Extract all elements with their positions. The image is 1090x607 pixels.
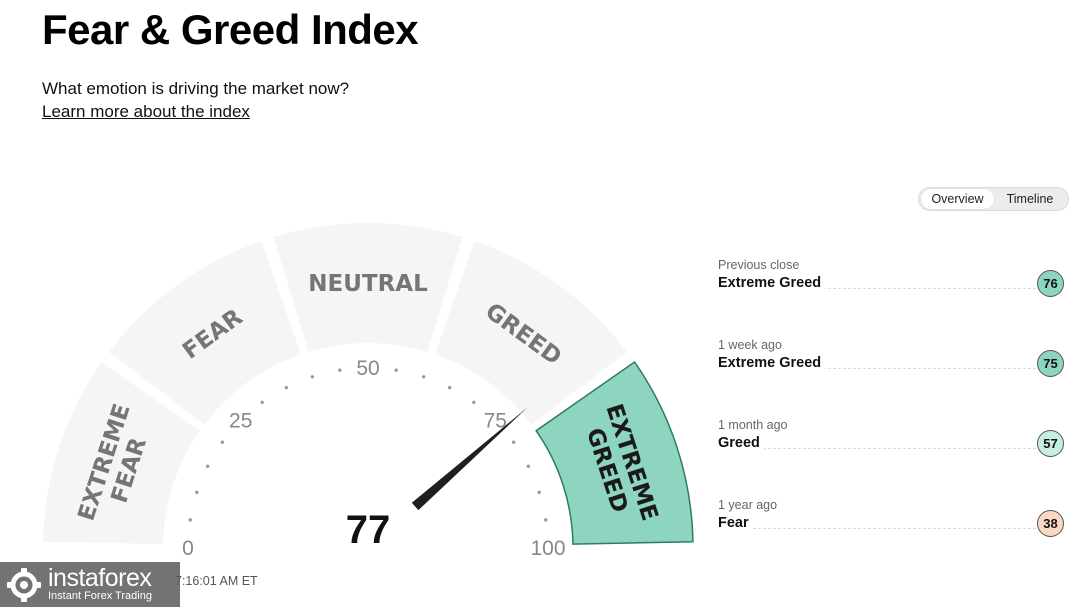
page-title: Fear & Greed Index <box>42 6 419 53</box>
gauge-hub <box>306 486 430 607</box>
history-value-badge: 75 <box>1037 350 1064 377</box>
history-leader-line <box>718 528 1036 529</box>
history-item: 1 month ago Greed 57 <box>718 418 1066 457</box>
history-value-badge: 57 <box>1037 430 1064 457</box>
history-rating: Greed <box>718 435 764 451</box>
history-leader-line <box>718 288 1036 289</box>
watermark-brand: instaforex <box>48 564 152 592</box>
scale-dot <box>537 490 541 495</box>
scale-dot <box>511 440 516 444</box>
history-leader-line <box>718 368 1036 369</box>
gauge-value: 77 <box>346 508 391 552</box>
watermark-tagline: Instant Forex Trading <box>48 590 152 602</box>
history-item: 1 year ago Fear 38 <box>718 498 1066 537</box>
history-item: 1 week ago Extreme Greed 75 <box>718 338 1066 377</box>
scale-dot <box>448 385 452 390</box>
history-period: 1 month ago <box>718 418 788 432</box>
scale-dot <box>195 490 199 495</box>
gauge-segment-neutral <box>273 223 463 352</box>
scale-dot <box>544 518 548 522</box>
scale-dot <box>421 375 426 379</box>
tick-label: 50 <box>356 357 379 380</box>
scale-dot <box>188 518 192 522</box>
last-updated-timestamp: 7:16:01 AM ET <box>175 574 258 588</box>
scale-dot <box>260 400 264 405</box>
history-item: Previous close Extreme Greed 76 <box>718 258 1066 297</box>
history-period: Previous close <box>718 258 800 272</box>
scale-dot <box>205 464 210 468</box>
tick-label: 75 <box>484 410 507 433</box>
scale-dot <box>394 368 398 372</box>
history-value-badge: 38 <box>1037 510 1064 537</box>
scale-dot <box>284 385 288 390</box>
history-value-badge: 76 <box>1037 270 1064 297</box>
gauge-segment-extreme-greed <box>535 361 694 545</box>
tick-label: 25 <box>229 410 252 433</box>
history-rating: Fear <box>718 515 753 531</box>
instaforex-logo-icon <box>7 567 41 602</box>
scale-dot <box>310 375 315 379</box>
history-period: 1 year ago <box>718 498 778 512</box>
gauge-segment-extreme-fear <box>43 362 200 545</box>
history-leader-line <box>718 448 1036 449</box>
scale-dot <box>526 464 531 468</box>
history-rating: Extreme Greed <box>718 355 826 371</box>
scale-dot <box>338 368 342 372</box>
timeline-tab[interactable]: Timeline <box>1006 192 1054 206</box>
scale-dot <box>220 440 225 444</box>
tick-label: 100 <box>530 537 565 560</box>
watermark: instaforex Instant Forex Trading <box>0 562 180 607</box>
segment-label-line: NEUTRAL <box>308 271 428 297</box>
gauge-segment-greed <box>435 240 628 425</box>
history-rating: Extreme Greed <box>718 275 826 291</box>
gauge-needle <box>411 407 528 511</box>
scale-dot <box>472 400 476 405</box>
tick-label: 0 <box>182 537 194 560</box>
page-subtitle: What emotion is driving the market now? <box>42 79 350 98</box>
learn-more-link[interactable]: Learn more about the index <box>42 102 250 121</box>
history-period: 1 week ago <box>718 338 782 352</box>
gauge-segment-fear <box>108 240 301 425</box>
overview-tab[interactable]: Overview <box>921 189 994 209</box>
view-toggle: Overview Timeline <box>918 187 1069 211</box>
segment-label-neutral: NEUTRAL <box>308 271 428 297</box>
